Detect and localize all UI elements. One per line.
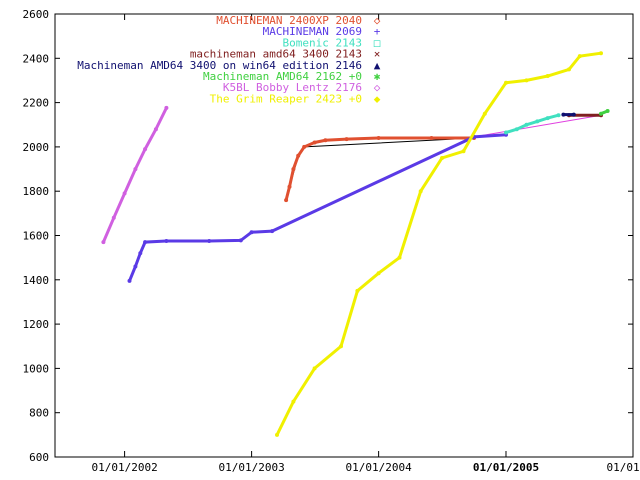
series-2 [504, 113, 561, 135]
legend-marker: ▲ [374, 59, 381, 72]
data-point [138, 251, 143, 256]
data-point [284, 198, 289, 203]
data-point [605, 109, 610, 113]
data-point [270, 229, 275, 234]
data-point [504, 130, 508, 135]
data-point [504, 80, 508, 85]
data-point [127, 278, 132, 283]
data-point [461, 149, 466, 154]
data-series [101, 51, 610, 437]
data-point [514, 127, 519, 132]
y-tick-label: 2000 [23, 141, 50, 154]
legend-marker: ◇ [374, 81, 381, 94]
y-tick-label: 600 [29, 451, 49, 464]
data-point [207, 239, 212, 243]
data-point [545, 116, 550, 121]
data-point [249, 230, 254, 235]
data-point [302, 144, 307, 149]
legend-label: machineman amd64 3400 2143 [190, 48, 362, 61]
x-tick-label: 01/01/2005 [473, 461, 539, 474]
data-point [238, 238, 243, 243]
x-axis: 01/01/2002 01/01/2003 01/01/2004 01/01/2005… [91, 14, 640, 474]
legend-label: K5BL Bobby Lentz 2176 [223, 81, 362, 94]
x-tick-label: 01/01/2003 [218, 461, 284, 474]
data-point [344, 137, 349, 142]
data-point [599, 51, 603, 56]
legend-marker: □ [374, 36, 381, 49]
data-point [122, 191, 127, 196]
series-6 [101, 105, 169, 245]
data-point [440, 156, 444, 160]
legend-marker: + [374, 25, 381, 38]
data-point [143, 240, 148, 245]
series-5 [599, 109, 610, 116]
data-point [339, 344, 343, 349]
data-point [545, 74, 550, 78]
data-point [577, 54, 582, 59]
legend-marker: ◇ [374, 14, 381, 27]
data-point [296, 153, 301, 158]
data-point [323, 138, 328, 143]
legend-label: MACHINEMAN 2069 [263, 25, 362, 38]
y-tick-label: 1200 [23, 318, 50, 331]
y-tick-label: 800 [29, 407, 49, 420]
legend-label: Machineman AMD64 2162 +0 [203, 70, 362, 83]
legend: MACHINEMAN 2400XP 2040 ◇ MACHINEMAN 2069 + B… [77, 14, 380, 105]
data-point [133, 264, 138, 269]
data-point [111, 215, 116, 220]
data-point [571, 112, 576, 117]
data-point [524, 78, 529, 83]
data-point [133, 167, 138, 172]
data-point [567, 67, 571, 72]
series-7 [275, 51, 603, 437]
data-point [291, 399, 296, 404]
y-tick-label: 1800 [23, 185, 50, 198]
legend-marker: ◆ [374, 92, 381, 105]
data-point [429, 136, 434, 140]
y-tick-label: 2400 [23, 52, 50, 65]
y-tick-label: 1400 [23, 274, 50, 287]
data-point [143, 147, 148, 152]
legend-label: MACHINEMAN 2400XP 2040 [216, 14, 362, 27]
data-point [153, 127, 158, 132]
data-point [482, 111, 487, 116]
x-tick-label: 01/01/2004 [346, 461, 413, 474]
x-tick-label: 01/01/20 [607, 461, 640, 474]
legend-marker: × [374, 48, 381, 61]
data-point [101, 240, 106, 245]
data-point [524, 122, 529, 127]
data-point [275, 432, 279, 437]
data-point [164, 105, 169, 110]
data-point [561, 112, 566, 117]
data-point [535, 119, 540, 124]
data-point [418, 189, 423, 194]
y-tick-label: 1000 [23, 362, 50, 375]
legend-label: Bomenic 2143 [283, 36, 362, 49]
data-point [556, 113, 561, 118]
legend-label: Machineman AMD64 3400 on win64 edition 2… [77, 59, 362, 72]
data-point [291, 167, 296, 172]
data-point [397, 255, 402, 260]
series-4 [561, 112, 576, 117]
data-point [355, 288, 360, 293]
y-axis: 600 800 1000 1200 1400 1600 1800 2000 2200 2400 26… [23, 8, 633, 464]
y-tick-label: 1600 [23, 230, 50, 243]
data-point [599, 111, 603, 116]
legend-marker: ✱ [374, 70, 381, 83]
data-point [287, 184, 292, 189]
data-point [312, 140, 317, 145]
data-point [164, 239, 169, 243]
x-tick-label: 01/01/2002 [91, 461, 157, 474]
y-tick-label: 2200 [23, 97, 50, 110]
y-tick-label: 2600 [23, 8, 50, 21]
data-point [376, 136, 381, 140]
data-point [376, 271, 381, 276]
legend-label: The Grim Reaper 2423 +0 [210, 92, 362, 105]
data-point [312, 366, 317, 371]
